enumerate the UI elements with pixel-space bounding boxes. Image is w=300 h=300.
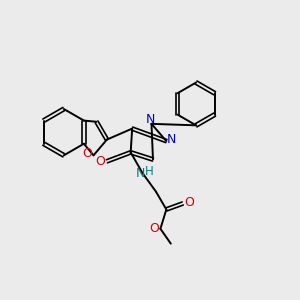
- Text: H: H: [144, 166, 153, 178]
- Text: O: O: [82, 147, 92, 161]
- Text: N: N: [136, 167, 145, 180]
- Text: O: O: [184, 196, 194, 209]
- Text: O: O: [149, 222, 159, 235]
- Text: N: N: [167, 133, 176, 146]
- Text: N: N: [146, 112, 156, 126]
- Text: O: O: [95, 155, 105, 168]
